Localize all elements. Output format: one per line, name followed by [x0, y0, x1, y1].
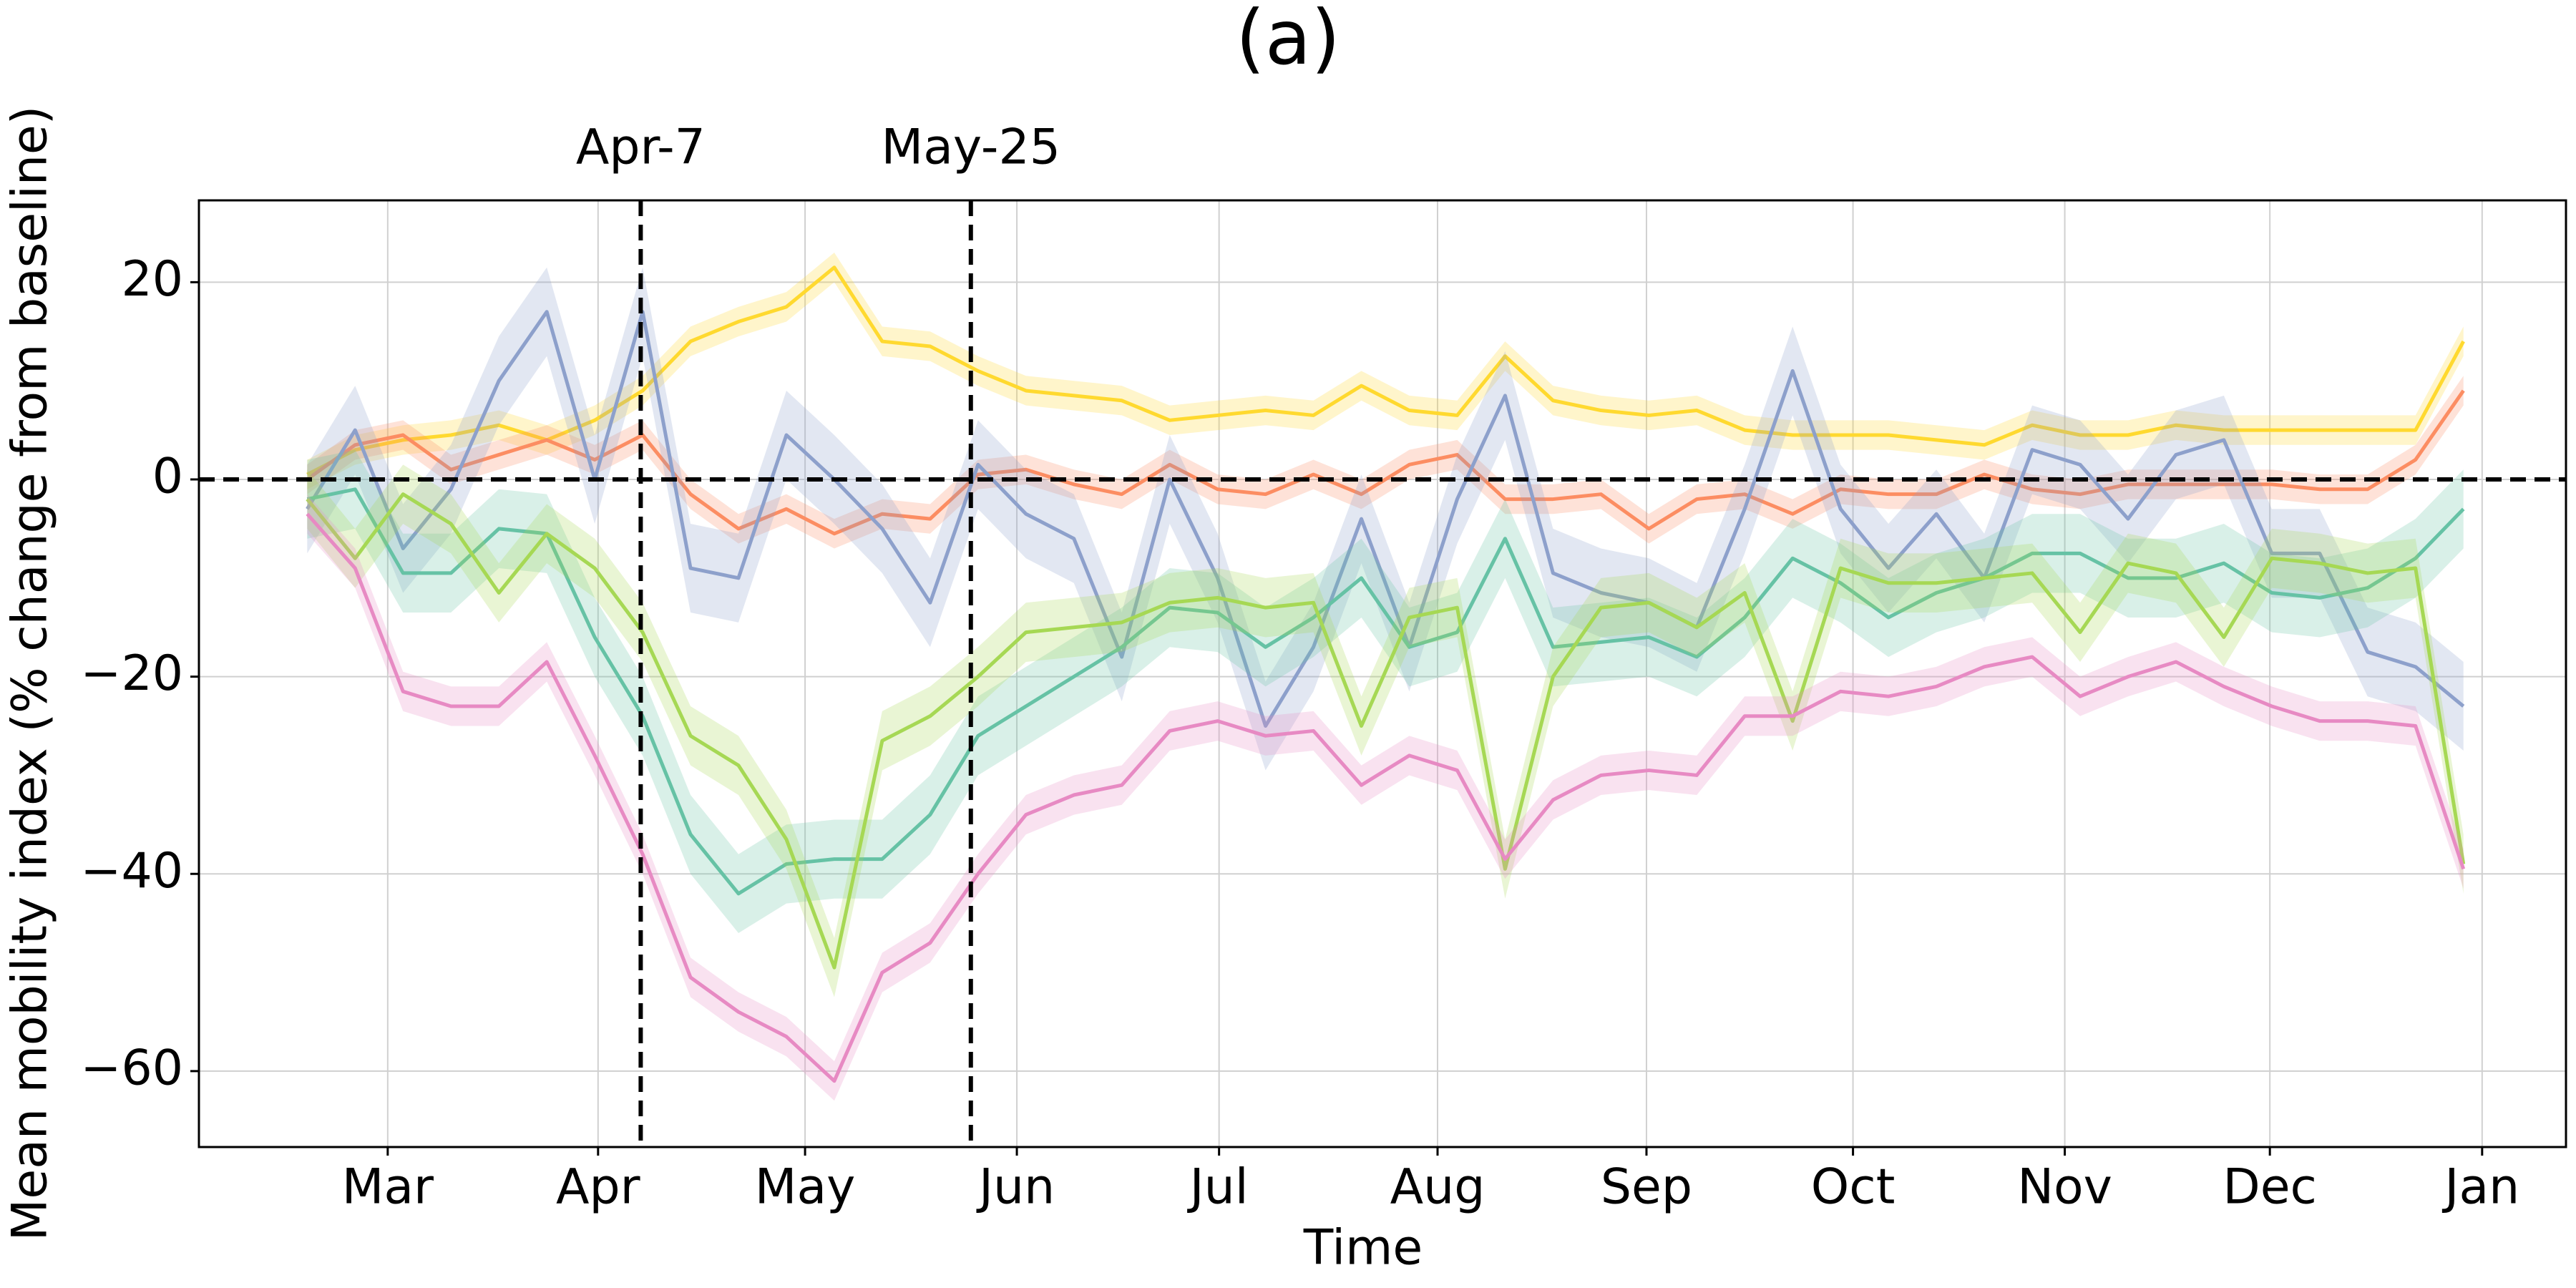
x-tick-label: Jul	[1187, 1159, 1249, 1216]
y-tick-label: −40	[80, 843, 183, 899]
y-axis-label: Mean mobility index (% change from basel…	[2, 106, 59, 1241]
x-tick-label: Oct	[1811, 1159, 1896, 1216]
chart-title: (a)	[1236, 0, 1340, 82]
series-line	[306, 310, 2465, 728]
confidence-band	[307, 376, 2464, 549]
y-tick-label: −60	[80, 1040, 183, 1096]
x-tick-label: Apr	[556, 1159, 640, 1216]
y-tick-label: −20	[80, 645, 183, 702]
plot-frame	[197, 199, 2567, 1148]
x-tick-label: Aug	[1390, 1159, 1485, 1216]
confidence-band	[307, 464, 2464, 997]
y-tick-label: 0	[152, 449, 183, 505]
x-tick-label: Dec	[2223, 1159, 2317, 1216]
vline-label: May-25	[882, 119, 1060, 176]
x-tick-label: May	[755, 1159, 856, 1216]
y-tick-label: 20	[121, 251, 183, 308]
confidence-band	[307, 253, 2464, 489]
confidence-band	[307, 267, 2464, 771]
series-line	[306, 487, 2465, 896]
x-tick-label: Nov	[2017, 1159, 2112, 1216]
vline-label: Apr-7	[576, 119, 706, 176]
x-axis-label: Time	[1303, 1220, 1423, 1277]
x-tick-label: Sep	[1601, 1159, 1692, 1216]
confidence-band	[307, 449, 2464, 933]
series-line	[306, 265, 2465, 477]
x-tick-label: Mar	[342, 1159, 434, 1216]
series-line	[306, 492, 2466, 970]
series-line	[306, 512, 2466, 1083]
x-tick-label: Jan	[2441, 1159, 2519, 1216]
x-tick-label: Jun	[976, 1159, 1055, 1216]
